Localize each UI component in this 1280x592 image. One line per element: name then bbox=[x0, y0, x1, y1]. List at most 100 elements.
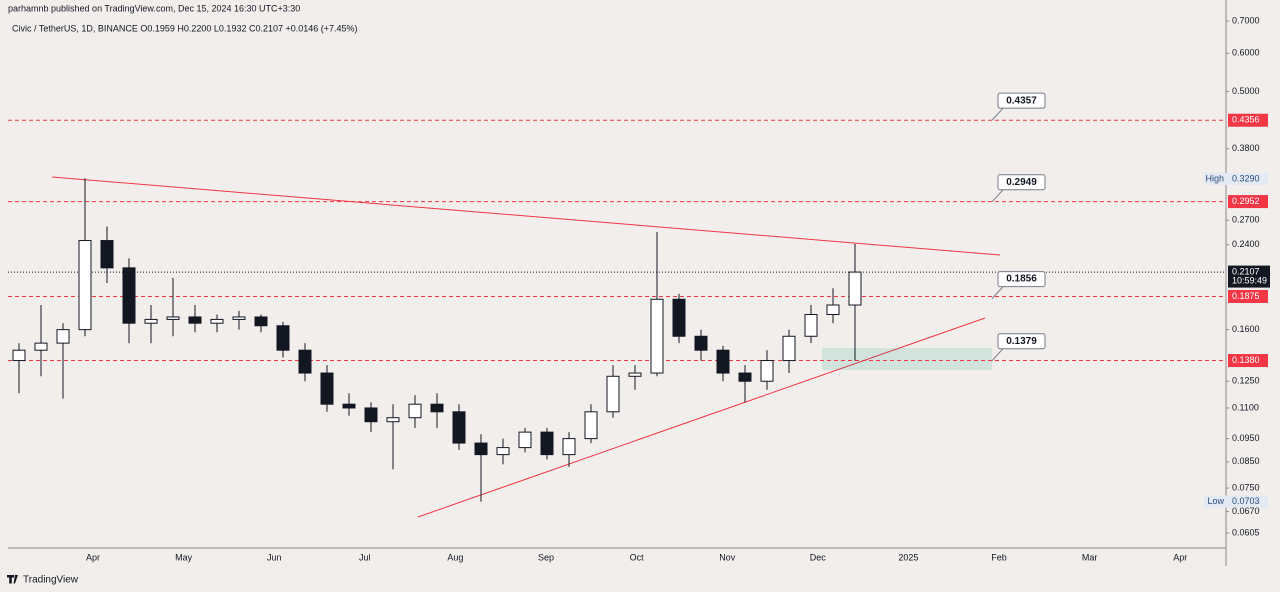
candle-body bbox=[452, 411, 466, 444]
level-badge-label: 0.1380 bbox=[1232, 355, 1260, 365]
candle-body bbox=[848, 271, 862, 306]
last-price-label: 0.2107 bbox=[1232, 266, 1260, 276]
candle-body bbox=[166, 316, 180, 320]
y-tick-label: 0.0750 bbox=[1232, 482, 1260, 492]
level-badge bbox=[1228, 289, 1268, 303]
marker-badge bbox=[1204, 172, 1268, 185]
y-tick-label: 0.0850 bbox=[1232, 456, 1260, 466]
callout-box bbox=[997, 271, 1046, 288]
y-tick-label: 0.2400 bbox=[1232, 239, 1260, 249]
level-badge bbox=[1228, 195, 1268, 209]
candle-body bbox=[826, 304, 840, 316]
x-tick-label: Feb bbox=[991, 552, 1007, 562]
candle-body bbox=[738, 372, 752, 382]
callout-label: 0.4357 bbox=[1006, 95, 1037, 106]
candle-body bbox=[342, 403, 356, 409]
y-tick-label: 0.3800 bbox=[1232, 143, 1260, 153]
level-badge bbox=[1228, 354, 1268, 368]
callout-pointer bbox=[991, 347, 1005, 362]
candle-body bbox=[562, 438, 576, 456]
candle-body bbox=[628, 372, 642, 377]
x-tick-label: May bbox=[175, 552, 193, 562]
level-badge-label: 0.2952 bbox=[1232, 196, 1260, 206]
callout-box bbox=[997, 174, 1046, 191]
candle-body bbox=[474, 442, 488, 456]
candle-body bbox=[386, 417, 400, 423]
candle-body bbox=[254, 316, 268, 327]
x-tick-label: Mar bbox=[1082, 552, 1098, 562]
x-tick-label: Apr bbox=[86, 552, 100, 562]
candle-body bbox=[100, 240, 114, 269]
x-tick-label: Jun bbox=[267, 552, 282, 562]
x-tick-label: Dec bbox=[810, 552, 827, 562]
y-tick-label: 0.1250 bbox=[1232, 376, 1260, 386]
marker-badge bbox=[1204, 495, 1268, 508]
publish-header: parhamnb published on TradingView.com, D… bbox=[8, 3, 300, 13]
marker-label: 0.3290 bbox=[1232, 173, 1260, 183]
callout-pointer bbox=[991, 188, 1005, 203]
candle-body bbox=[12, 349, 26, 362]
y-tick-label: 0.1100 bbox=[1232, 402, 1259, 412]
y-tick-label: 0.5000 bbox=[1232, 86, 1260, 96]
y-tick-label: 0.0950 bbox=[1232, 433, 1260, 443]
callout-label: 0.2949 bbox=[1006, 177, 1037, 188]
x-tick-label: Apr bbox=[1173, 552, 1187, 562]
x-tick-label: Oct bbox=[630, 552, 645, 562]
callout-box bbox=[997, 92, 1046, 109]
level-badge-label: 0.1875 bbox=[1232, 291, 1260, 301]
candle-body bbox=[144, 318, 158, 324]
y-tick-label: 0.7000 bbox=[1232, 15, 1260, 25]
candle-body bbox=[606, 375, 620, 413]
upper-trendline bbox=[51, 176, 1001, 256]
candle-body bbox=[716, 349, 730, 374]
logo-mark bbox=[7, 575, 18, 584]
countdown-label: 10:59:49 bbox=[1232, 275, 1267, 285]
level-badge-label: 0.4356 bbox=[1232, 115, 1260, 125]
callout-box bbox=[997, 333, 1046, 350]
y-tick-label: 0.0605 bbox=[1232, 527, 1260, 537]
candle-body bbox=[188, 316, 202, 324]
candle-body bbox=[298, 349, 312, 374]
x-tick-label: Sep bbox=[538, 552, 554, 562]
callout-label: 0.1856 bbox=[1006, 274, 1037, 285]
tradingview-logo: TradingView bbox=[7, 575, 79, 586]
candle-body bbox=[672, 298, 686, 337]
callout-pointer bbox=[991, 106, 1005, 121]
marker-text: High bbox=[1205, 173, 1224, 183]
x-tick-label: Jul bbox=[359, 552, 371, 562]
candle-body bbox=[760, 360, 774, 382]
candle-body bbox=[34, 342, 48, 351]
x-tick-label: Aug bbox=[447, 552, 463, 562]
candle-body bbox=[518, 431, 532, 449]
marker-text: Low bbox=[1207, 496, 1224, 506]
candle-body bbox=[122, 267, 136, 324]
level-badge bbox=[1228, 113, 1268, 127]
candle-body bbox=[650, 298, 664, 374]
callout-label: 0.1379 bbox=[1006, 336, 1037, 347]
symbol-info: Civic / TetherUS, 1D, BINANCE O0.1959 H0… bbox=[12, 23, 358, 33]
candle-body bbox=[276, 325, 290, 351]
candle-body bbox=[78, 240, 92, 331]
x-tick-label: Nov bbox=[719, 552, 736, 562]
watermark: TradingView bbox=[23, 575, 79, 586]
candle-body bbox=[694, 335, 708, 351]
candle-body bbox=[56, 329, 70, 344]
candle-body bbox=[804, 314, 818, 337]
y-tick-label: 0.0670 bbox=[1232, 506, 1260, 516]
candle-body bbox=[232, 316, 246, 320]
candle-body bbox=[584, 411, 598, 440]
callout-pointer bbox=[991, 285, 1005, 299]
y-tick-label: 0.6000 bbox=[1232, 48, 1260, 58]
lower-trendline bbox=[417, 317, 986, 518]
candle-body bbox=[540, 431, 554, 456]
marker-label: 0.0703 bbox=[1232, 496, 1260, 506]
candle-body bbox=[782, 335, 796, 362]
y-tick-label: 0.2700 bbox=[1232, 215, 1260, 225]
candle-body bbox=[408, 403, 422, 419]
x-tick-label: 2025 bbox=[898, 552, 918, 562]
y-tick-label: 0.1600 bbox=[1232, 324, 1260, 334]
candle-body bbox=[320, 372, 334, 405]
candle-body bbox=[430, 403, 444, 413]
last-price-badge bbox=[1228, 265, 1270, 288]
